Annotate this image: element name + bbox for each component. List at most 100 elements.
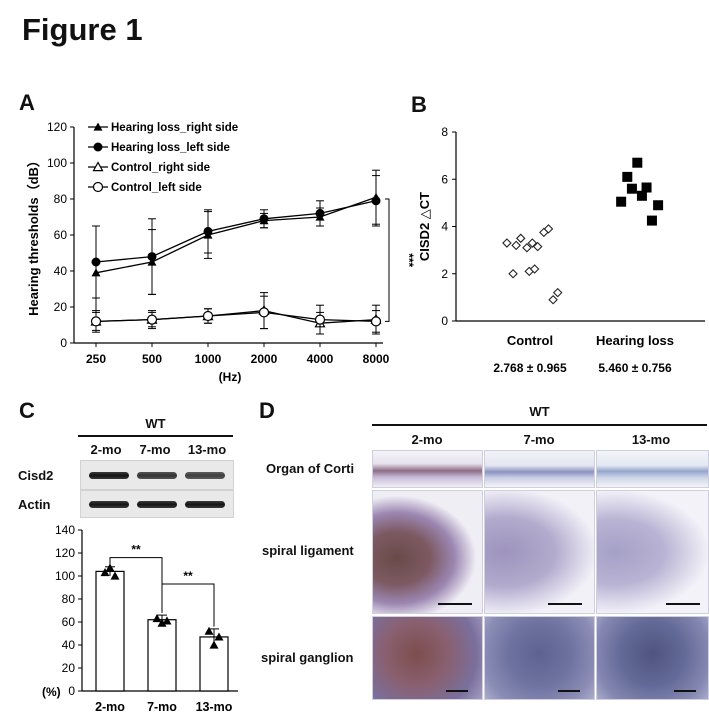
legend-marker [93, 142, 103, 152]
data-point [548, 294, 558, 305]
data-point [371, 196, 381, 206]
significance-marker: ** [183, 569, 193, 583]
y-axis-label: Hearing thresholds（dB） [26, 154, 41, 316]
x-tick-label: 8000 [363, 352, 390, 366]
data-point [105, 563, 115, 572]
bar-2-mo [95, 570, 125, 692]
y-tick-label: 20 [62, 661, 76, 675]
significance-marker: ** [131, 543, 141, 557]
y-tick-label: 120 [47, 120, 67, 134]
significance-marker: *** [402, 253, 416, 267]
lane-label-7mo: 7-mo [139, 442, 171, 457]
blot-label-cisd2: Cisd2 [18, 468, 54, 483]
x-category-label: Control [507, 333, 553, 348]
data-point [529, 264, 540, 274]
data-point [203, 226, 213, 236]
panel-b-scatter-plot: 0 2 4 6 8 CISD2 △CT Control 2.768 ± 0.965 Hearin… [417, 125, 705, 375]
histology-image-corti-2mo [372, 450, 483, 488]
data-point [91, 257, 101, 267]
histology-col-7mo: 7-mo [523, 432, 555, 447]
data-point [315, 208, 325, 218]
data-point [641, 182, 652, 193]
histology-image-corti-13mo [596, 450, 709, 488]
series-hearing-loss-left-side [91, 175, 381, 299]
x-tick-label: 13-mo [196, 700, 233, 714]
data-point [646, 215, 657, 226]
group-stat-label: 5.460 ± 0.756 [598, 361, 672, 375]
blot-label-actin: Actin [18, 497, 51, 512]
blot-band-actin-7mo [137, 501, 177, 508]
data-point [616, 196, 627, 207]
scale-bar [446, 690, 468, 692]
data-point [162, 616, 172, 625]
histology-image-ligament-7mo [484, 490, 595, 614]
series-line [95, 309, 377, 324]
panel-a-line-chart: 0 20 40 60 80 100 120 250 500 1000 2000 4000 8000 (Hz… [26, 120, 416, 384]
y-tick-label: 2 [441, 267, 448, 281]
panel-d-label: D [259, 398, 275, 423]
data-point [147, 252, 157, 262]
series-control [502, 224, 563, 305]
data-point [636, 190, 647, 201]
panel-a-label: A [19, 90, 35, 115]
y-tick-label: 4 [441, 220, 448, 234]
histology-row-spiral-ligament: spiral ligament [262, 543, 354, 558]
legend-entry: Control_left side [111, 182, 202, 194]
series-control-left-side [90, 295, 382, 335]
data-point [146, 314, 158, 325]
y-tick-label: 80 [62, 592, 76, 606]
data-point [515, 233, 526, 244]
blot-band-actin-2mo [89, 501, 129, 508]
blot-band-cisd2-13mo [185, 472, 225, 479]
series-line [95, 196, 377, 274]
data-point [209, 640, 219, 649]
panel-d-group-line [372, 424, 707, 426]
legend-entry: Hearing loss_right side [111, 122, 238, 134]
panel-c-group-label: WT [145, 416, 166, 431]
y-tick-label: 140 [55, 523, 75, 537]
data-point [370, 316, 382, 327]
data-point [157, 618, 167, 627]
significance-bracket [385, 198, 390, 322]
data-point [552, 287, 563, 298]
data-point [543, 224, 554, 234]
histology-row-organ-of-corti: Organ of Corti [266, 461, 355, 476]
series-control-right-side [90, 292, 382, 335]
x-tick-label: 500 [142, 352, 162, 366]
western-blot-actin [80, 490, 234, 518]
y-tick-label: 40 [62, 638, 76, 652]
y-tick-label: 0 [60, 336, 67, 350]
figure-title: Figure 1 [22, 12, 143, 47]
data-point [532, 241, 543, 252]
y-axis-label: CISD2 △CT [417, 192, 432, 261]
data-point [100, 568, 110, 577]
x-tick-label: 7-mo [147, 700, 177, 714]
y-tick-label: 40 [54, 264, 68, 278]
x-tick-label: 2000 [251, 352, 278, 366]
lane-label-2mo: 2-mo [90, 442, 122, 457]
y-tick-label: 0 [68, 684, 75, 698]
histology-image-ganglion-7mo [484, 616, 595, 700]
data-point [527, 238, 538, 248]
data-point [110, 571, 120, 580]
significance-bracket [161, 583, 215, 627]
data-point [511, 240, 521, 251]
data-point [259, 214, 269, 224]
x-tick-label: 2-mo [95, 700, 125, 714]
data-point [152, 614, 162, 623]
legend-marker [92, 161, 104, 172]
x-tick-label: 1000 [195, 352, 222, 366]
data-point [214, 632, 224, 641]
panel-d-group-label: WT [529, 404, 550, 419]
y-tick-label: 80 [54, 192, 68, 206]
data-point [522, 242, 532, 253]
histology-image-ganglion-13mo [596, 616, 709, 700]
histology-image-corti-7mo [484, 450, 595, 488]
scale-bar [438, 603, 472, 605]
histology-image-ligament-2mo [372, 490, 483, 614]
data-point [502, 238, 512, 248]
blot-band-cisd2-2mo [89, 472, 129, 479]
y-axis-label: (%) [42, 685, 61, 699]
panel-b-label: B [411, 92, 427, 117]
legend-marker [92, 181, 104, 193]
